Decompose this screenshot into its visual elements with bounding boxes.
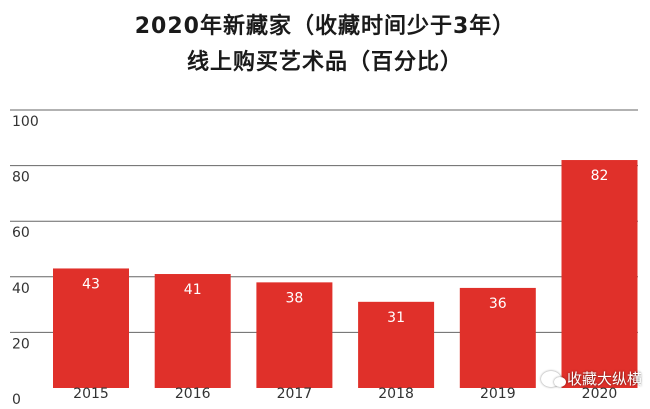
y-tick-label: 60: [12, 225, 30, 241]
x-tick-label: 2020: [582, 386, 618, 402]
y-tick-label: 40: [12, 281, 30, 297]
y-tick-label: 0: [12, 392, 21, 408]
x-tick-label: 2017: [277, 386, 313, 402]
bar-2019: [459, 287, 536, 388]
wechat-icon: [540, 370, 566, 387]
bar-2020: [561, 160, 638, 388]
data-label: 43: [82, 276, 100, 292]
data-label: 36: [489, 296, 507, 312]
data-label: 82: [591, 168, 609, 184]
data-label: 38: [285, 290, 303, 306]
x-tick-label: 2015: [73, 386, 109, 402]
chart-subtitle: 线上购买艺术品（百分比）: [186, 50, 463, 75]
y-tick-label: 80: [12, 170, 30, 186]
watermark: 收藏大纵横: [540, 368, 642, 389]
watermark-text: 收藏大纵横: [566, 370, 642, 388]
chart-title: 2020年新藏家（收藏时间少于3年）: [134, 14, 516, 39]
data-label: 41: [184, 282, 202, 298]
y-tick-label: 20: [12, 336, 30, 352]
data-label: 31: [387, 310, 405, 326]
x-tick-label: 2019: [480, 386, 516, 402]
bar-2016: [154, 274, 231, 388]
x-tick-label: 2018: [378, 386, 414, 402]
bar-2018: [358, 301, 435, 388]
bar-2017: [256, 282, 333, 388]
bar-2015: [53, 268, 129, 388]
x-tick-label: 2016: [175, 386, 211, 402]
y-tick-label: 100: [12, 114, 39, 130]
